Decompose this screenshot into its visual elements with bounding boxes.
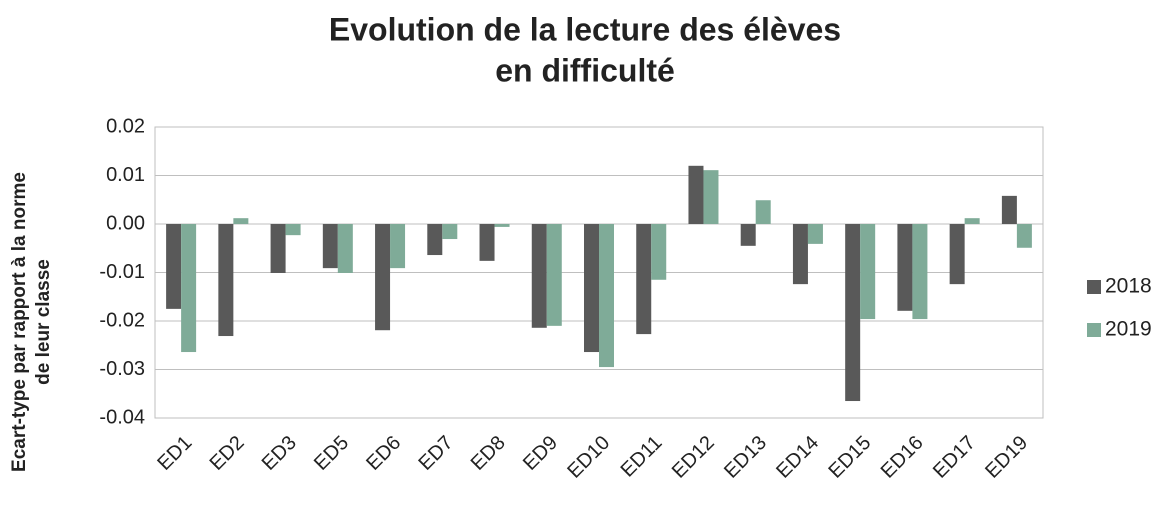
bar <box>218 224 234 337</box>
y-tick-label: -0.04 <box>99 406 145 428</box>
x-tick-label: ED16 <box>877 432 928 483</box>
bar <box>546 224 562 326</box>
x-tick-label: ED13 <box>720 432 771 483</box>
bar <box>1001 195 1017 224</box>
x-tick-label: ED5 <box>310 432 353 475</box>
legend-swatch <box>1087 280 1101 294</box>
y-tick-label: -0.02 <box>99 309 145 331</box>
x-tick-label: ED17 <box>929 432 980 483</box>
bar <box>1016 224 1032 248</box>
bar <box>584 224 599 353</box>
y-tick-label: -0.01 <box>99 261 145 283</box>
bar <box>337 224 353 273</box>
bar <box>322 224 338 269</box>
x-tick-label: ED3 <box>258 432 301 475</box>
x-tick-label: ED15 <box>825 432 876 483</box>
x-tick-label: ED11 <box>617 432 667 482</box>
chart-title: en difficulté <box>495 52 675 88</box>
bar <box>636 224 652 335</box>
bar <box>949 224 965 285</box>
bar <box>860 224 876 320</box>
y-axis-label: Ecart-type par rapport à la norme <box>9 172 30 472</box>
bar <box>845 224 861 402</box>
bar <box>531 224 547 328</box>
bar <box>912 224 928 320</box>
bar <box>427 224 443 256</box>
bar <box>897 224 913 311</box>
x-tick-label: ED8 <box>467 432 510 475</box>
bar <box>964 218 980 224</box>
bar <box>740 224 756 246</box>
bar <box>479 224 495 261</box>
x-tick-label: ED9 <box>519 432 562 475</box>
bar <box>599 224 614 368</box>
x-tick-label: ED1 <box>153 432 196 475</box>
x-tick-label: ED19 <box>981 432 1032 483</box>
bar <box>755 200 771 224</box>
y-tick-label: -0.03 <box>99 358 145 380</box>
bar <box>270 224 286 273</box>
bar <box>688 165 704 224</box>
y-axis-label: de leur classe <box>33 259 54 385</box>
bar <box>375 224 391 331</box>
bar <box>792 224 808 285</box>
x-tick-label: ED2 <box>206 432 249 475</box>
y-tick-label: 0.01 <box>106 164 145 186</box>
bar <box>807 224 823 244</box>
bar <box>285 224 301 236</box>
bar <box>651 224 667 280</box>
bar <box>703 170 719 224</box>
bar <box>166 224 182 309</box>
legend-label: 2018 <box>1105 275 1152 298</box>
x-tick-label: ED10 <box>563 432 614 483</box>
bar <box>181 224 197 353</box>
bar <box>442 224 458 240</box>
chart-title: Evolution de la lecture des élèves <box>329 11 841 47</box>
x-tick-label: ED14 <box>772 432 823 483</box>
bar <box>233 218 249 224</box>
x-tick-label: ED7 <box>414 432 457 475</box>
legend-swatch <box>1087 323 1101 337</box>
y-tick-label: 0.00 <box>106 212 145 234</box>
x-tick-label: ED12 <box>668 432 719 483</box>
legend-label: 2019 <box>1105 318 1152 341</box>
bar <box>390 224 406 269</box>
x-tick-label: ED6 <box>362 432 405 475</box>
plot-border <box>154 126 1044 419</box>
bar <box>494 224 510 227</box>
y-tick-label: 0.02 <box>106 115 145 137</box>
